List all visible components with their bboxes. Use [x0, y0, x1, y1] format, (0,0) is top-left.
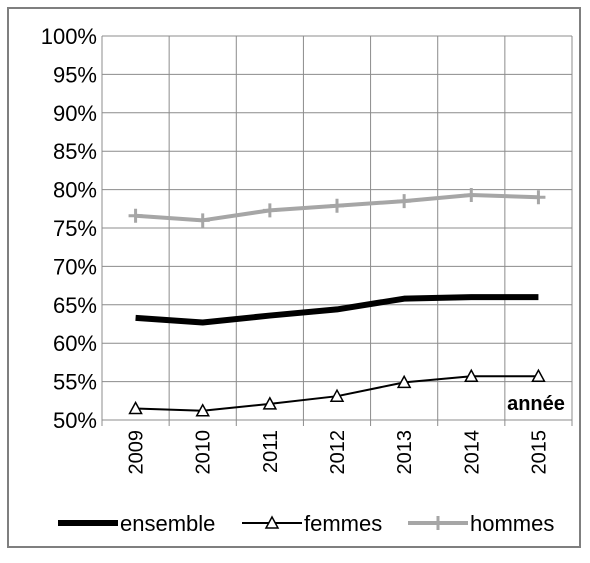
y-tick-label: 100%: [41, 24, 97, 49]
data-point-hommes: [531, 190, 546, 205]
legend-label-hommes: hommes: [470, 511, 554, 536]
y-tick-label: 85%: [53, 139, 97, 164]
axes: [101, 36, 573, 426]
data-point-femmes: [531, 368, 546, 382]
x-tick-label: 2009: [126, 430, 148, 475]
y-tick-label: 55%: [53, 370, 97, 395]
y-tick-label: 90%: [53, 101, 97, 126]
data-point-femmes: [128, 400, 143, 415]
x-tick-label: 2013: [394, 430, 416, 475]
data-point-femmes: [396, 374, 412, 389]
data-point-femmes: [329, 388, 345, 402]
gridlines: [101, 35, 573, 421]
y-tick-label: 65%: [53, 293, 97, 318]
legend: ensemble femmes hommes: [58, 511, 554, 536]
data-point-hommes: [397, 194, 412, 209]
data-point-femmes: [195, 403, 210, 417]
y-tick-label: 50%: [53, 408, 97, 433]
x-tick-label: 2015: [528, 430, 550, 475]
legend-label-ensemble: ensemble: [120, 511, 215, 536]
y-tick-label: 60%: [53, 331, 97, 356]
chart-frame: [7, 7, 581, 548]
x-tick-label: 2012: [327, 430, 349, 475]
data-point-hommes: [128, 208, 143, 223]
y-tick-label: 75%: [53, 216, 97, 241]
axis-annotation: année: [507, 393, 565, 415]
series-lines: [128, 187, 546, 417]
x-tick-labels: 2009 2010 2011 2012 2013 2014 2015: [126, 430, 551, 475]
data-point-hommes: [330, 198, 344, 213]
legend-label-femmes: femmes: [304, 511, 382, 536]
series-line-ensemble: [135, 294, 539, 326]
legend-marker-hommes: [431, 516, 445, 530]
y-tick-label: 70%: [53, 254, 97, 279]
y-tick-label: 95%: [53, 62, 97, 87]
data-point-femmes: [262, 396, 278, 410]
legend-marker-femmes: [264, 515, 280, 529]
x-tick-label: 2011: [260, 430, 282, 473]
y-tick-label: 80%: [53, 178, 97, 203]
data-point-femmes: [464, 368, 479, 382]
data-point-hommes: [195, 213, 210, 228]
x-tick-label: 2010: [193, 430, 215, 475]
x-tick-label: 2014: [461, 430, 483, 475]
y-tick-labels: 50% 55% 60% 65% 70% 75% 80% 85% 90% 95% 100%: [41, 24, 97, 433]
data-point-hommes: [464, 187, 479, 202]
data-point-hommes: [262, 203, 277, 218]
